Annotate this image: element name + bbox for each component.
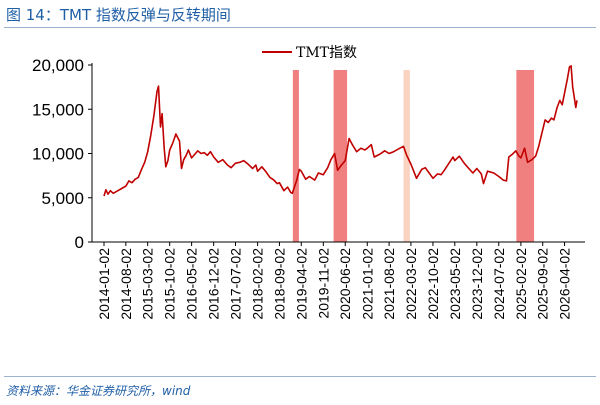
x-tick-label: 2023-05-02	[447, 248, 463, 320]
x-tick-label: 2014-08-02	[118, 248, 134, 320]
y-tick-label: 5,000	[41, 189, 84, 208]
shaded-period-1	[292, 70, 299, 242]
figure-title: 图 14：TMT 指数反弹与反转期间	[6, 6, 231, 24]
x-tick-label: 2021-01-02	[359, 248, 375, 320]
figure-source: 资料来源：华金证券研究所，wind	[6, 384, 191, 398]
x-tick-label: 2025-09-02	[535, 248, 551, 320]
title-divider	[4, 27, 596, 28]
x-tick-label: 2026-04-02	[557, 248, 573, 320]
shaded-periods	[292, 70, 535, 242]
x-tick-label: 2015-10-02	[162, 248, 178, 320]
series-lines	[103, 65, 578, 197]
source-divider	[4, 376, 596, 377]
x-axis-ticks: 2014-01-02 2014-08-02 2015-03-02 2015-10-02…	[96, 242, 573, 320]
x-tick-label: 2022-03-02	[403, 248, 419, 320]
x-tick-label: 2017-07-02	[227, 248, 243, 320]
x-tick-label: 2019-04-02	[293, 248, 309, 320]
legend-label: TMT指数	[296, 45, 357, 61]
x-tick-label: 2018-02-02	[250, 248, 266, 320]
x-tick-label: 2016-12-02	[206, 248, 222, 320]
legend: TMT指数	[262, 45, 357, 61]
y-tick-label: 15,000	[32, 100, 84, 119]
shaded-period-2	[333, 70, 348, 242]
x-tick-label: 2016-05-02	[184, 248, 200, 320]
x-tick-label: 2024-07-02	[491, 248, 507, 320]
x-tick-label: 2015-03-02	[140, 248, 156, 320]
y-tick-label: 20,000	[32, 56, 84, 75]
shaded-period-4	[516, 70, 535, 242]
x-tick-label: 2023-12-02	[469, 248, 485, 320]
y-axis-ticks: 0 5,000 10,000 15,000 20,000	[32, 56, 92, 252]
x-tick-label: 2022-10-02	[425, 248, 441, 320]
y-tick-label: 0	[75, 233, 84, 252]
y-tick-label: 10,000	[32, 145, 84, 164]
x-tick-label: 2014-01-02	[96, 248, 112, 320]
x-tick-label: 2021-08-02	[381, 248, 397, 320]
x-tick-label: 2019-11-02	[315, 248, 331, 319]
x-tick-label: 2018-09-02	[271, 248, 287, 320]
x-tick-label: 2020-06-02	[337, 248, 353, 320]
x-tick-label: 2025-02-02	[513, 248, 529, 320]
chart-axes	[91, 63, 585, 243]
series-line-1	[103, 65, 578, 197]
